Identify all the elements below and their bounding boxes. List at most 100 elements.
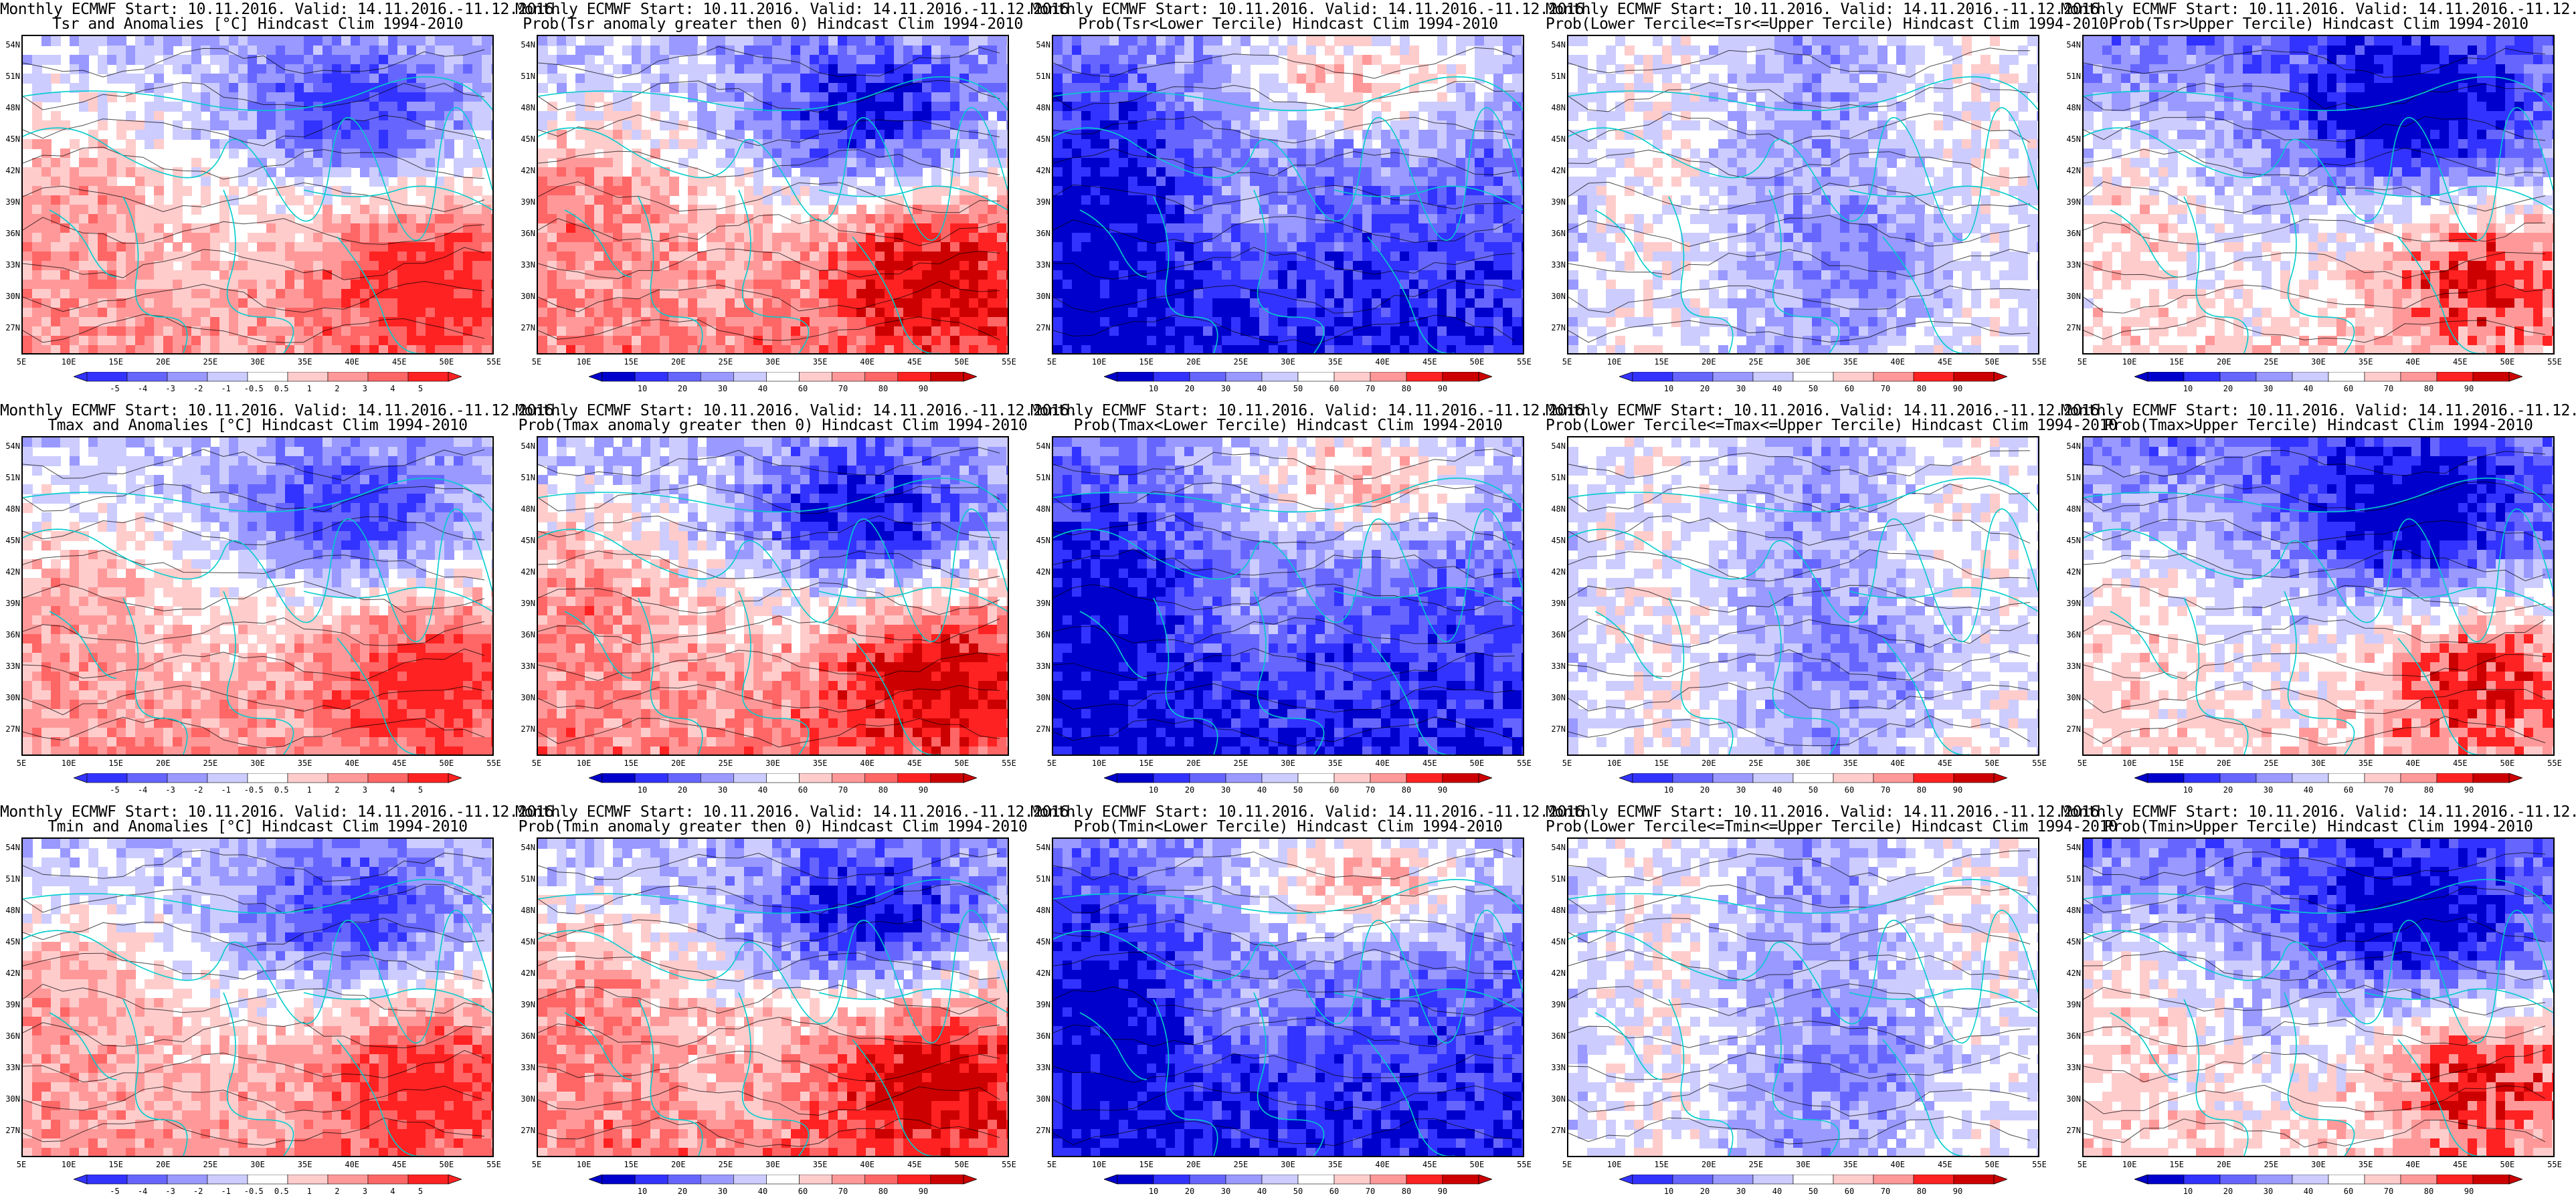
lat-tick-label: 48N	[2063, 103, 2081, 112]
map-area	[2082, 436, 2555, 756]
colorbar-tick-label: 4	[379, 1187, 406, 1196]
lon-tick-label: 35E	[292, 1160, 318, 1169]
lon-tick-label: 50E	[1979, 759, 2005, 768]
colorbar-tick-label: 10	[1655, 1187, 1682, 1196]
lon-tick-label: 45E	[386, 759, 413, 768]
lon-tick-label: 30E	[759, 357, 786, 367]
map-panel: Monthly ECMWF Start: 10.11.2016. Valid: …	[0, 0, 563, 401]
lon-tick-label: 40E	[1884, 759, 1911, 768]
colorbar-swatches	[2134, 1175, 2522, 1185]
panel-title: Prob(Tmax anomaly greater then 0) Hindca…	[515, 417, 1030, 433]
colorbar-swatches	[589, 773, 977, 783]
colorbar-tick-label: 3	[351, 785, 378, 795]
lat-tick-label: 54N	[1548, 843, 1566, 852]
colorbar-tick-label: 60	[1321, 1187, 1348, 1196]
lon-tick-label: 15E	[1648, 759, 1675, 768]
lat-tick-label: 36N	[2063, 1031, 2081, 1041]
map-area	[1052, 436, 1524, 756]
lat-tick-label: 30N	[1033, 292, 1050, 301]
map-field	[1568, 437, 2038, 755]
colorbar-tick-label: 60	[1321, 785, 1348, 795]
colorbar-tick-label: 70	[2375, 384, 2402, 393]
lon-tick-label: 40E	[339, 357, 365, 367]
lon-tick-label: 35E	[1322, 357, 1349, 367]
lat-tick-label: 30N	[2063, 693, 2081, 702]
colorbar	[589, 372, 977, 383]
map-panel: Monthly ECMWF Start: 10.11.2016. Valid: …	[515, 0, 1078, 401]
lat-tick-label: 48N	[1033, 103, 1050, 112]
lon-tick-label: 40E	[2399, 1160, 2426, 1169]
colorbar-tick-label: 80	[1393, 785, 1420, 795]
lon-tick-label: 10E	[571, 357, 597, 367]
colorbar-tick-label: 80	[1393, 384, 1420, 393]
lat-tick-label: 30N	[2063, 292, 2081, 301]
lon-tick-label: 10E	[2116, 357, 2143, 367]
colorbar-tick-label: 70	[830, 785, 856, 795]
colorbar-tick-label: 50	[1285, 785, 1311, 795]
lon-tick-label: 45E	[2447, 759, 2474, 768]
lat-tick-label: 48N	[1033, 906, 1050, 915]
lat-tick-label: 30N	[3, 693, 20, 702]
lon-tick-label: 20E	[665, 357, 692, 367]
lon-tick-label: 30E	[1790, 759, 1817, 768]
lat-tick-label: 36N	[3, 630, 20, 639]
colorbar-tick-label: 90	[1944, 384, 1971, 393]
lat-tick-label: 45N	[1548, 536, 1566, 545]
lat-tick-label: 39N	[1033, 599, 1050, 608]
lat-tick-label: 42N	[3, 166, 20, 175]
colorbar-tick-label: 30	[1728, 1187, 1754, 1196]
lon-tick-label: 25E	[1227, 357, 1254, 367]
colorbar	[2134, 372, 2522, 383]
lon-tick-label: 40E	[1884, 357, 1911, 367]
lat-tick-label: 27N	[1548, 323, 1566, 332]
map-area	[21, 35, 494, 355]
lat-tick-label: 27N	[3, 724, 20, 734]
lon-tick-label: 5E	[1554, 357, 1580, 367]
colorbar-tick-label: 4	[379, 384, 406, 393]
lon-tick-label: 55E	[996, 759, 1022, 768]
lon-tick-label: 20E	[1695, 759, 1722, 768]
lat-tick-label: 39N	[518, 1000, 535, 1009]
colorbar-tick-label: 5	[407, 785, 434, 795]
panel-title: Prob(Tmax>Upper Tercile) Hindcast Clim 1…	[2061, 417, 2576, 433]
colorbar-tick-label: 70	[1357, 384, 1384, 393]
map-field	[23, 437, 492, 755]
lat-tick-label: 30N	[3, 1094, 20, 1104]
lat-tick-label: 27N	[2063, 323, 2081, 332]
lon-tick-label: 5E	[8, 357, 35, 367]
lon-tick-label: 50E	[1463, 1160, 1490, 1169]
colorbar-tick-label: 10	[1140, 785, 1167, 795]
panel-title: Tmin and Anomalies [°C] Hindcast Clim 19…	[0, 819, 515, 835]
lon-tick-label: 40E	[339, 1160, 365, 1169]
lon-tick-label: 5E	[8, 1160, 35, 1169]
colorbar-tick-label: -4	[129, 384, 156, 393]
lon-tick-label: 40E	[854, 357, 881, 367]
colorbar-tick-label: 20	[1176, 1187, 1203, 1196]
colorbar-tick-label: 70	[2375, 785, 2402, 795]
colorbar-tick-label: 40	[1764, 384, 1790, 393]
lat-tick-label: 48N	[2063, 906, 2081, 915]
lon-tick-label: 50E	[433, 1160, 460, 1169]
colorbar-tick-label: 30	[1212, 1187, 1239, 1196]
map-field	[1053, 36, 1523, 353]
colorbar-tick-label: 80	[870, 1187, 897, 1196]
lat-tick-label: 45N	[3, 536, 20, 545]
lat-tick-label: 45N	[2063, 937, 2081, 946]
lon-tick-label: 15E	[1133, 357, 1160, 367]
map-panel: Monthly ECMWF Start: 10.11.2016. Valid: …	[1546, 0, 2108, 401]
map-panel: Monthly ECMWF Start: 10.11.2016. Valid: …	[1546, 803, 2118, 1204]
colorbar-tick-label: 90	[910, 785, 937, 795]
lat-tick-label: 51N	[1548, 874, 1566, 884]
lon-tick-label: 10E	[56, 1160, 82, 1169]
lat-tick-label: 30N	[518, 292, 535, 301]
colorbar-tick-label: 90	[910, 1187, 937, 1196]
panel-header: Monthly ECMWF Start: 10.11.2016. Valid: …	[1030, 1, 1593, 17]
lat-tick-label: 42N	[1033, 166, 1050, 175]
colorbar-tick-label: 30	[709, 785, 736, 795]
lat-tick-label: 51N	[2063, 473, 2081, 482]
lat-tick-label: 39N	[3, 197, 20, 207]
lon-tick-label: 35E	[1322, 759, 1349, 768]
map-panel: Monthly ECMWF Start: 10.11.2016. Valid: …	[515, 401, 1078, 803]
lat-tick-label: 48N	[1033, 504, 1050, 514]
colorbar-tick-label: -0.5	[240, 1187, 267, 1196]
